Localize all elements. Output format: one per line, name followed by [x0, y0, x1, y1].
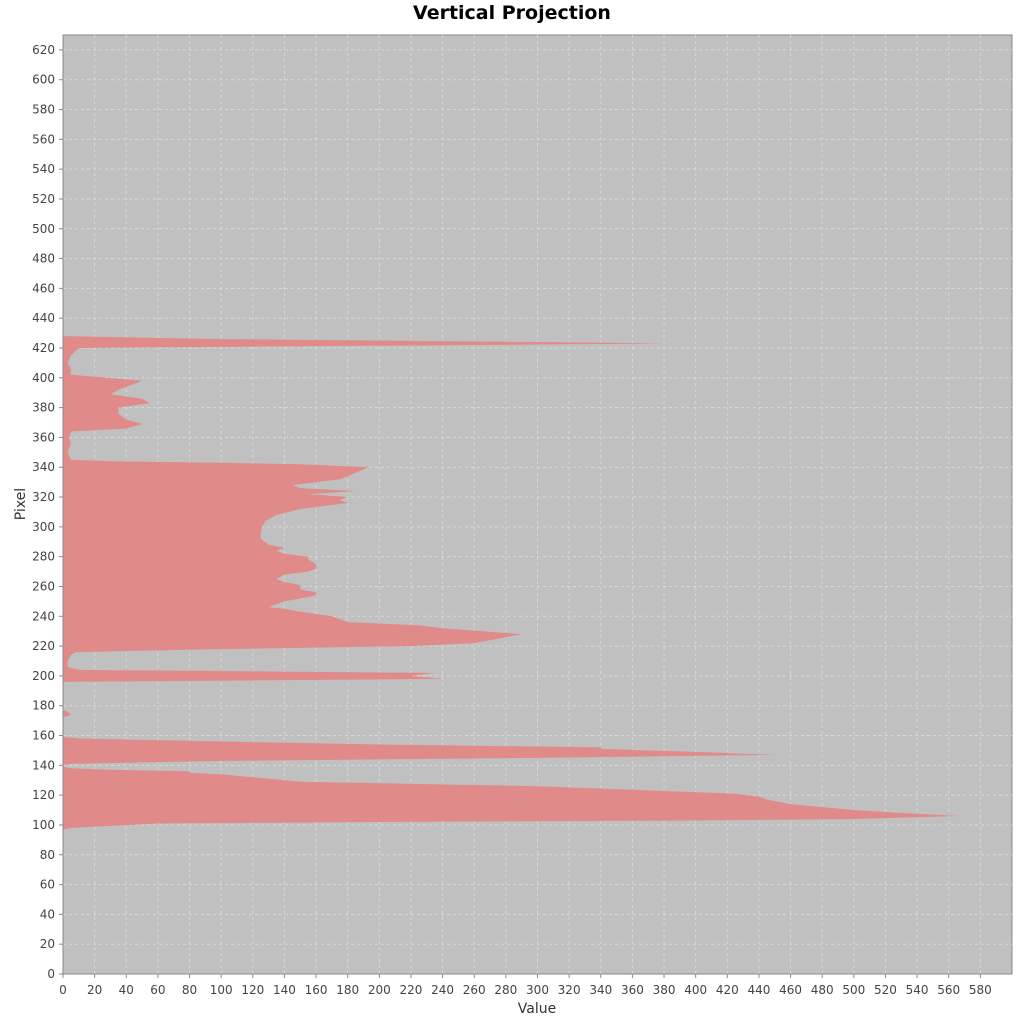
x-tick-label: 120 — [241, 983, 264, 997]
y-tick-label: 220 — [32, 639, 55, 653]
x-tick-label: 280 — [494, 983, 517, 997]
y-tick-label: 260 — [32, 579, 55, 593]
y-tick-label: 40 — [40, 907, 55, 921]
x-tick-label: 20 — [87, 983, 102, 997]
y-tick-label: 200 — [32, 669, 55, 683]
x-axis-label: Value — [518, 1001, 556, 1017]
y-tick-label: 180 — [32, 699, 55, 713]
y-tick-label: 60 — [40, 878, 55, 892]
y-tick-label: 20 — [40, 937, 55, 951]
y-tick-label: 460 — [32, 281, 55, 295]
y-tick-label: 120 — [32, 788, 55, 802]
y-tick-label: 300 — [32, 520, 55, 534]
x-tick-label: 560 — [937, 983, 960, 997]
y-tick-label: 400 — [32, 371, 55, 385]
y-tick-label: 620 — [32, 43, 55, 57]
y-ticks: 0 20 40 60 80 100 120 140 160 180 200 220 240 260 280 3… — [32, 43, 63, 981]
y-tick-label: 480 — [32, 252, 55, 266]
y-tick-label: 360 — [32, 430, 55, 444]
x-tick-label: 300 — [526, 983, 549, 997]
x-tick-label: 580 — [969, 983, 992, 997]
x-tick-label: 40 — [119, 983, 134, 997]
y-tick-label: 140 — [32, 758, 55, 772]
y-tick-label: 600 — [32, 73, 55, 87]
projection-area — [63, 334, 960, 830]
y-tick-label: 520 — [32, 192, 55, 206]
y-tick-label: 280 — [32, 550, 55, 564]
y-tick-label: 380 — [32, 401, 55, 415]
y-axis-label: Pixel — [13, 488, 29, 520]
x-tick-label: 180 — [336, 983, 359, 997]
y-tick-label: 0 — [47, 967, 55, 981]
y-tick-label: 580 — [32, 103, 55, 117]
x-tick-label: 420 — [716, 983, 739, 997]
x-tick-label: 240 — [431, 983, 454, 997]
x-tick-label: 100 — [210, 983, 233, 997]
x-tick-label: 520 — [874, 983, 897, 997]
y-tick-label: 80 — [40, 848, 55, 862]
x-ticks: 0 20 40 60 80 100 120 140 160 180 200 220 240 260 280 3… — [59, 974, 992, 997]
x-tick-label: 440 — [747, 983, 770, 997]
x-tick-label: 0 — [59, 983, 67, 997]
y-tick-label: 240 — [32, 609, 55, 623]
y-tick-label: 320 — [32, 490, 55, 504]
x-tick-label: 460 — [779, 983, 802, 997]
x-tick-label: 260 — [463, 983, 486, 997]
x-tick-label: 480 — [811, 983, 834, 997]
x-tick-label: 380 — [653, 983, 676, 997]
x-tick-label: 60 — [150, 983, 165, 997]
x-tick-label: 160 — [305, 983, 328, 997]
x-tick-label: 220 — [400, 983, 423, 997]
y-tick-label: 340 — [32, 460, 55, 474]
y-tick-label: 560 — [32, 132, 55, 146]
x-tick-label: 200 — [368, 983, 391, 997]
x-tick-label: 140 — [273, 983, 296, 997]
y-tick-label: 100 — [32, 818, 55, 832]
y-tick-label: 440 — [32, 311, 55, 325]
x-tick-label: 80 — [182, 983, 197, 997]
x-tick-label: 400 — [684, 983, 707, 997]
x-tick-label: 320 — [558, 983, 581, 997]
x-tick-label: 500 — [842, 983, 865, 997]
y-tick-label: 420 — [32, 341, 55, 355]
x-tick-label: 340 — [589, 983, 612, 997]
y-tick-label: 540 — [32, 162, 55, 176]
x-tick-label: 540 — [906, 983, 929, 997]
y-tick-label: 500 — [32, 222, 55, 236]
chart-title: Vertical Projection — [413, 2, 611, 24]
y-tick-label: 160 — [32, 729, 55, 743]
x-tick-label: 360 — [621, 983, 644, 997]
